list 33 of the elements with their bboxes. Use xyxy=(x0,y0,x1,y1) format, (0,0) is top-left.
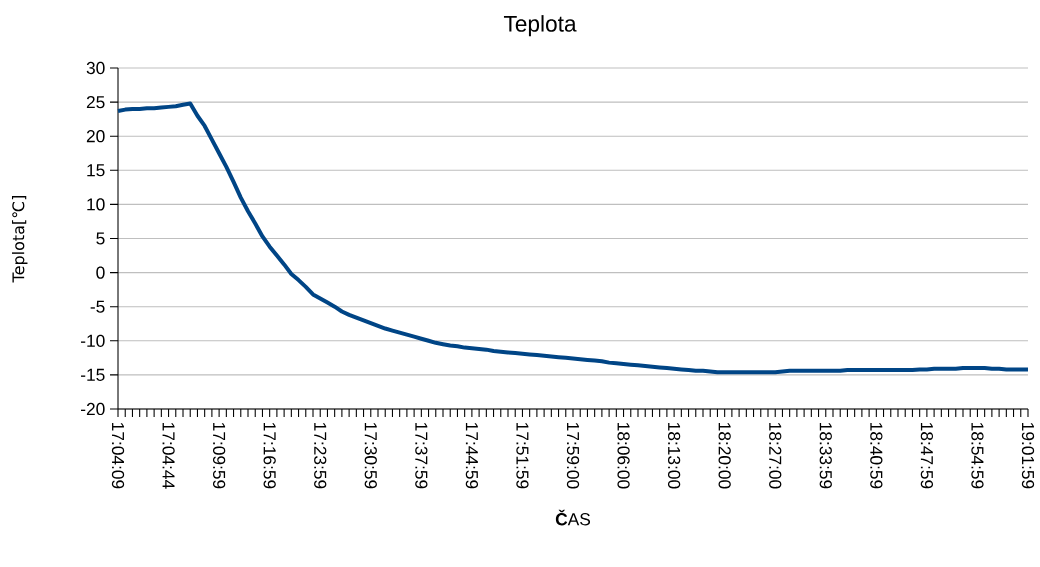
x-tick-label: 17:04:09 xyxy=(111,423,125,489)
x-tick-label: 17:51:59 xyxy=(516,423,529,489)
chart-title: Teplota xyxy=(503,15,577,37)
y-tick-label: 5 xyxy=(96,232,105,245)
x-tick-label: 18:40:59 xyxy=(870,423,883,489)
y-tick-label: 0 xyxy=(96,266,105,279)
x-tick-label: 17:04:44 xyxy=(162,423,175,489)
x-tick-label: 17:09:59 xyxy=(212,423,226,489)
x-tick-label: 18:13:00 xyxy=(667,423,681,489)
x-tick-label: 18:20:00 xyxy=(718,423,731,489)
x-tick-label: 17:44:59 xyxy=(465,423,479,489)
x-tick-label: 18:33:59 xyxy=(819,423,832,489)
y-tick-label: 25 xyxy=(86,95,105,109)
x-tick-label: 19:01:59 xyxy=(1021,423,1035,489)
x-tick-label: 17:59:00 xyxy=(566,423,580,489)
x-tick-label: 18:47:59 xyxy=(920,423,934,489)
y-tick-label: 30 xyxy=(86,61,105,75)
y-tick-label: -5 xyxy=(90,300,105,313)
y-tick-label: -10 xyxy=(81,334,105,347)
x-tick-label: 18:06:00 xyxy=(617,423,630,489)
x-tick-label: 18:27:00 xyxy=(769,423,782,489)
y-tick-label: -20 xyxy=(81,402,105,416)
x-axis-title: ČAS xyxy=(555,509,591,526)
x-tick-label: 17:16:59 xyxy=(263,423,276,489)
y-axis-title: Teplota[℃] xyxy=(11,195,28,283)
x-tick-label: 17:37:59 xyxy=(415,423,428,489)
x-tick-label: 17:23:59 xyxy=(314,423,327,489)
y-tick-label: -15 xyxy=(81,368,105,381)
x-tick-label: 17:30:59 xyxy=(364,423,377,489)
x-tick-label: 18:54:59 xyxy=(971,423,984,489)
y-tick-label: 20 xyxy=(86,130,105,143)
y-tick-label: 10 xyxy=(87,198,105,211)
y-tick-label: 15 xyxy=(87,164,105,177)
